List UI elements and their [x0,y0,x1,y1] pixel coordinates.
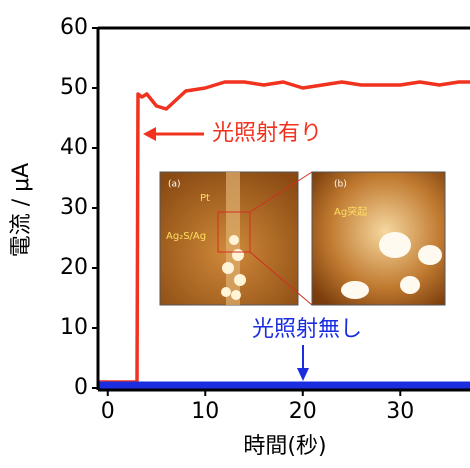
annotation-arrow [143,127,156,141]
chart: 電流 / μA 時間(秒) (a) Pt Ag₂S/Ag (b) Ag突起 光照… [0,0,470,468]
y-axis-label: 電流 / μA [9,163,34,257]
annotation: 光照射無し [252,317,362,342]
y-tick-label: 20 [60,255,88,280]
inset-label: Ag突起 [334,205,367,218]
annotation: 光照射有り [212,121,322,146]
y-tick-label: 10 [60,315,88,340]
x-tick-label: 20 [289,399,317,424]
x-tick-label: 30 [386,399,414,424]
inset: (a) Pt Ag₂S/Ag (b) Ag突起 [160,172,445,305]
inset-panel-b [312,172,445,305]
x-axis-label: 時間(秒) [243,434,326,459]
inset-label: (a) [168,180,181,190]
annotation-arrow [297,368,309,381]
inset-label: (b) [334,180,347,190]
y-tick-label: 60 [60,15,88,40]
x-tick-label: 10 [191,399,219,424]
inset-label: Pt [200,193,210,204]
y-tick-label: 40 [60,135,88,160]
inset-label: Ag₂S/Ag [166,231,206,242]
y-tick-label: 30 [60,195,88,220]
y-tick-label: 0 [74,375,88,400]
x-tick-label: 0 [101,399,115,424]
y-tick-label: 50 [60,75,88,100]
